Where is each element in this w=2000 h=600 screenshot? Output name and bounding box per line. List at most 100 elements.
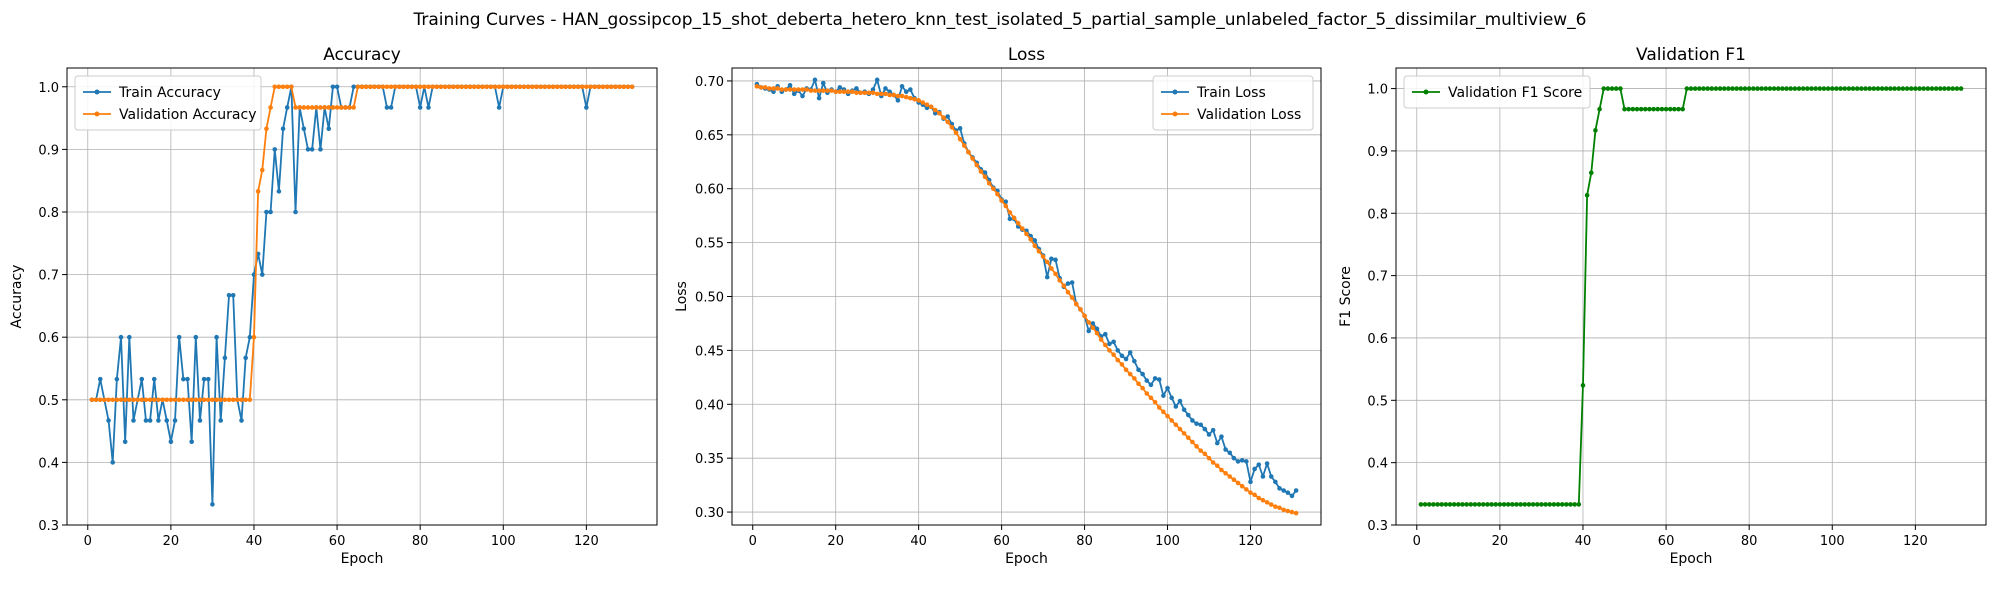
data-point	[1231, 455, 1237, 461]
data-point	[210, 502, 215, 507]
data-point	[1780, 86, 1785, 91]
data-point	[1593, 128, 1598, 133]
data-point	[392, 84, 398, 90]
data-point	[1755, 86, 1760, 91]
data-point	[1156, 377, 1162, 382]
data-point	[467, 84, 473, 90]
data-point	[1231, 477, 1237, 483]
data-point	[376, 84, 381, 90]
x-tick-label: 120	[1238, 534, 1263, 549]
data-point	[1958, 86, 1964, 91]
data-point	[496, 105, 502, 110]
data-point	[1256, 462, 1262, 467]
data-point	[1526, 502, 1532, 507]
data-point	[1489, 502, 1494, 507]
data-point	[1293, 488, 1299, 493]
data-point	[264, 209, 269, 215]
data-point	[1053, 271, 1058, 277]
data-point	[625, 84, 631, 90]
data-point	[251, 334, 257, 340]
data-point	[1173, 422, 1179, 428]
data-point	[1605, 86, 1611, 91]
data-point	[106, 397, 111, 403]
data-point	[1144, 391, 1150, 396]
data-point	[1132, 376, 1137, 381]
data-point	[143, 418, 149, 423]
data-point	[762, 85, 768, 90]
data-point	[1161, 409, 1166, 415]
data-point	[771, 89, 776, 95]
data-point	[1277, 505, 1282, 511]
data-point	[438, 84, 444, 90]
x-tick-label: 20	[163, 534, 180, 549]
data-point	[214, 334, 219, 340]
data-point	[1854, 86, 1860, 91]
data-point	[181, 376, 186, 382]
data-point	[1119, 362, 1125, 367]
legend-entry: Validation Accuracy	[83, 107, 257, 123]
data-point	[1028, 237, 1033, 242]
y-tick-label: 0.40	[695, 398, 724, 413]
data-point	[1277, 486, 1282, 491]
data-point	[230, 292, 236, 298]
data-point	[1206, 432, 1212, 437]
data-point	[1169, 395, 1174, 401]
data-point	[982, 174, 988, 180]
legend-box	[1403, 75, 1591, 109]
data-point	[771, 86, 776, 91]
data-point	[451, 84, 456, 90]
data-point	[197, 397, 203, 403]
data-point	[388, 84, 394, 90]
legend-entry: Train Accuracy	[83, 85, 221, 101]
legend: Train Accuracy Validation Accuracy	[74, 75, 262, 131]
data-point	[1767, 86, 1773, 91]
data-point	[426, 84, 431, 90]
data-point	[1580, 383, 1586, 388]
data-point	[924, 105, 930, 111]
data-point	[397, 84, 402, 90]
data-point	[176, 334, 182, 340]
data-point	[592, 84, 597, 90]
data-point	[812, 88, 818, 93]
data-point	[1805, 86, 1810, 91]
data-point	[1468, 502, 1474, 507]
data-point	[226, 292, 232, 298]
y-tick-label: 0.5	[1367, 394, 1388, 409]
data-point	[1684, 86, 1690, 91]
data-point	[330, 84, 336, 90]
data-point	[1572, 502, 1577, 507]
data-point	[1123, 356, 1129, 362]
data-point	[1917, 86, 1922, 91]
data-point	[1418, 502, 1424, 507]
data-point	[1676, 106, 1681, 112]
data-point	[401, 84, 406, 90]
data-point	[1107, 341, 1112, 347]
y-tick-label: 0.65	[695, 129, 724, 144]
data-point	[779, 87, 785, 92]
data-point	[953, 130, 959, 135]
data-point	[388, 105, 394, 110]
data-point	[787, 82, 793, 88]
x-tick-label: 0	[749, 534, 757, 549]
data-point	[1210, 427, 1216, 433]
data-point	[168, 397, 174, 403]
data-point	[305, 147, 311, 152]
data-point	[309, 105, 315, 110]
data-point	[1451, 502, 1457, 507]
data-point	[1032, 238, 1038, 243]
data-point	[874, 91, 880, 97]
data-point	[301, 105, 307, 110]
data-point	[1161, 393, 1166, 398]
data-point	[1285, 490, 1291, 495]
data-point	[903, 89, 909, 95]
data-point	[1248, 490, 1253, 495]
data-point	[1692, 86, 1698, 91]
data-point	[1701, 86, 1706, 91]
axes-frame	[66, 67, 658, 526]
data-point	[837, 85, 843, 90]
data-point	[816, 95, 822, 101]
data-point	[205, 376, 211, 382]
data-point	[264, 126, 269, 132]
data-point	[1090, 325, 1096, 331]
data-point	[185, 376, 190, 382]
